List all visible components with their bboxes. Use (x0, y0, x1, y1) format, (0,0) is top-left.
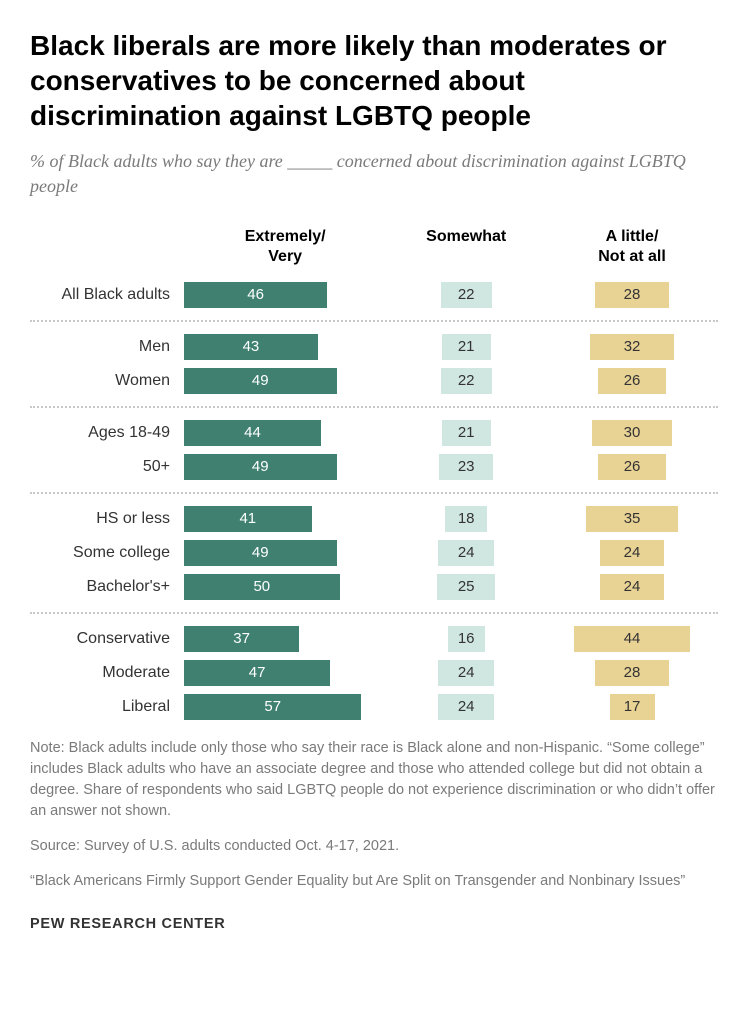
bar-alittle: 24 (600, 540, 663, 566)
row-label: Moderate (30, 664, 180, 682)
bar-alittle: 28 (595, 660, 669, 686)
column-headers: Extremely/Very Somewhat A little/Not at … (30, 227, 718, 265)
data-row: Liberal57 24 17 (30, 690, 718, 724)
subtitle-pre: % of Black adults who say they are (30, 151, 287, 171)
bar-somewhat: 21 (442, 334, 491, 360)
data-row: All Black adults46 22 28 (30, 278, 718, 312)
group-divider (30, 612, 718, 614)
row-group: Ages 18-4944 21 30 50+49 23 26 (30, 416, 718, 484)
group-divider (30, 406, 718, 408)
row-label: 50+ (30, 458, 180, 476)
data-row: Some college49 24 24 (30, 536, 718, 570)
data-row: 50+49 23 26 (30, 450, 718, 484)
chart-report: “Black Americans Firmly Support Gender E… (30, 871, 718, 892)
chart-title: Black liberals are more likely than mode… (30, 28, 718, 133)
bar-somewhat: 25 (437, 574, 495, 600)
chart-source: Source: Survey of U.S. adults conducted … (30, 836, 718, 857)
bar-somewhat: 24 (438, 540, 494, 566)
group-divider (30, 320, 718, 322)
row-group: All Black adults46 22 28 (30, 278, 718, 312)
row-label: Ages 18-49 (30, 424, 180, 442)
bar-extremely: 49 (184, 540, 337, 566)
bar-alittle: 26 (598, 454, 667, 480)
bar-alittle: 44 (574, 626, 690, 652)
data-row: HS or less41 18 35 (30, 502, 718, 536)
data-row: Conservative37 16 44 (30, 622, 718, 656)
bar-somewhat: 22 (441, 368, 492, 394)
row-label: Some college (30, 544, 180, 562)
bar-somewhat: 21 (442, 420, 491, 446)
bar-alittle: 32 (590, 334, 675, 360)
bar-extremely: 41 (184, 506, 312, 532)
row-group: Conservative37 16 44 Moderate47 24 28 Liberal5… (30, 622, 718, 724)
bar-somewhat: 24 (438, 694, 494, 720)
data-row: Moderate47 24 28 (30, 656, 718, 690)
bar-alittle: 24 (600, 574, 663, 600)
subtitle-blank: _____ (287, 151, 332, 171)
bar-extremely: 57 (184, 694, 361, 720)
bar-extremely: 46 (184, 282, 327, 308)
row-label: Women (30, 372, 180, 390)
data-row: Bachelor's+50 25 24 (30, 570, 718, 604)
bar-extremely: 50 (184, 574, 340, 600)
row-label: Bachelor's+ (30, 578, 180, 596)
bar-alittle: 35 (586, 506, 679, 532)
bar-extremely: 44 (184, 420, 321, 446)
col-header-extremely: Extremely/Very (184, 227, 386, 265)
bar-somewhat: 23 (439, 454, 493, 480)
footer-attribution: PEW RESEARCH CENTER (30, 916, 718, 932)
row-label: Men (30, 338, 180, 356)
data-row: Men43 21 32 (30, 330, 718, 364)
row-label: HS or less (30, 510, 180, 528)
chart-subtitle: % of Black adults who say they are _____… (30, 149, 718, 199)
bar-extremely: 47 (184, 660, 330, 686)
bar-alittle: 17 (610, 694, 655, 720)
bar-extremely: 49 (184, 454, 337, 480)
row-group: Men43 21 32 Women49 22 26 (30, 330, 718, 398)
chart-body: All Black adults462228Men432132Women4922… (30, 278, 718, 724)
col-header-alittle: A little/Not at all (546, 227, 718, 265)
bar-somewhat: 16 (448, 626, 485, 652)
bar-extremely: 49 (184, 368, 337, 394)
group-divider (30, 492, 718, 494)
row-label: Conservative (30, 630, 180, 648)
row-label: All Black adults (30, 286, 180, 304)
bar-alittle: 28 (595, 282, 669, 308)
bar-alittle: 30 (592, 420, 671, 446)
data-row: Ages 18-4944 21 30 (30, 416, 718, 450)
data-row: Women49 22 26 (30, 364, 718, 398)
row-label: Liberal (30, 698, 180, 716)
bar-chart: Extremely/Very Somewhat A little/Not at … (30, 227, 718, 723)
bar-extremely: 37 (184, 626, 299, 652)
bar-extremely: 43 (184, 334, 318, 360)
bar-somewhat: 24 (438, 660, 494, 686)
col-header-somewhat: Somewhat (390, 227, 542, 246)
row-group: HS or less411835Some college492424Bachel… (30, 502, 718, 604)
bar-alittle: 26 (598, 368, 667, 394)
bar-somewhat: 22 (441, 282, 492, 308)
chart-note: Note: Black adults include only those wh… (30, 738, 718, 822)
bar-somewhat: 18 (445, 506, 487, 532)
